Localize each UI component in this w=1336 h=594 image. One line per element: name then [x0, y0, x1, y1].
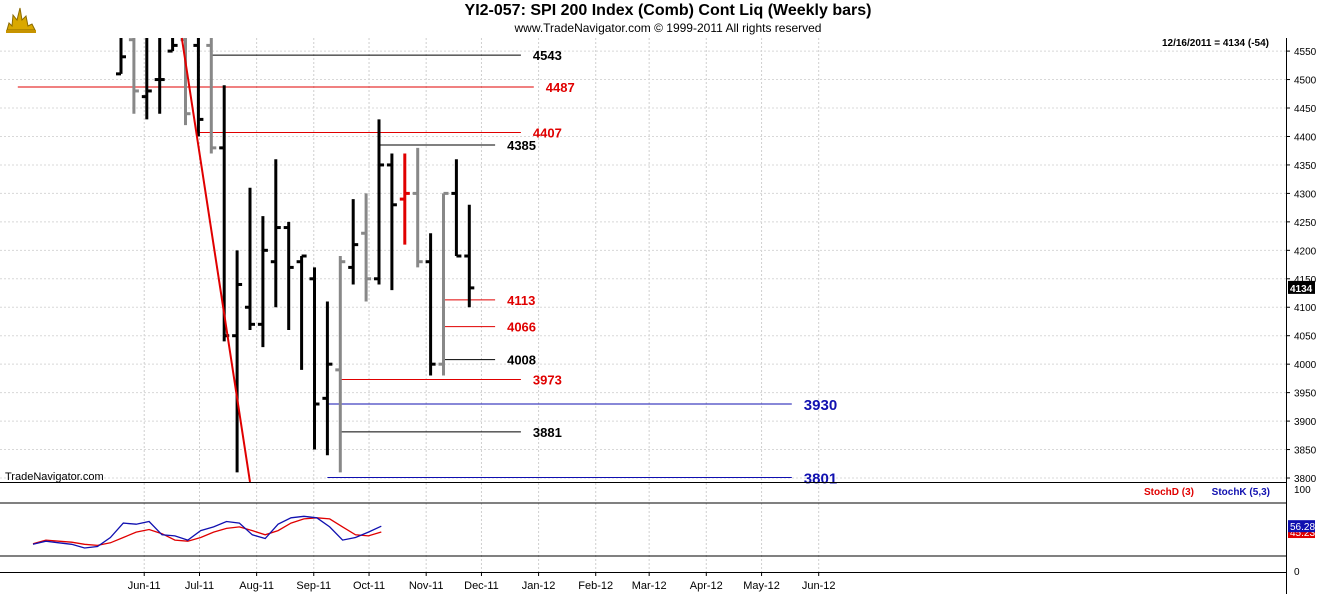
level-label-4008: 4008	[507, 353, 536, 368]
price-grid	[0, 38, 1286, 482]
x-tick-label: Sep-11	[296, 580, 331, 592]
level-label-3973: 3973	[533, 373, 562, 388]
level-label-4487: 4487	[546, 80, 575, 95]
level-label-3881: 3881	[533, 425, 562, 440]
x-axis: Jun-11 Jul-11 Aug-11 Sep-11 Oct-11 Nov-11 Dec-…	[128, 572, 836, 592]
level-label-4066: 4066	[507, 320, 536, 335]
x-tick-label: Feb-12	[578, 580, 613, 592]
level-label-4543: 4543	[533, 48, 562, 63]
y-tick-label: 3800	[1294, 474, 1317, 485]
stochd-legend: StochD (3)	[1144, 487, 1194, 498]
x-tick-label: Oct-11	[353, 580, 385, 592]
y-tick-label: 4450	[1294, 104, 1317, 115]
stoch-value-label-1: 56.28	[1290, 522, 1315, 533]
x-tick-label: Aug-11	[239, 580, 274, 592]
y-tick-label: 3850	[1294, 446, 1317, 457]
chart-header: YI2-057: SPI 200 Index (Comb) Cont Liq (…	[0, 0, 1336, 38]
last-price-box	[1288, 280, 1315, 294]
y-tick-label: 4550	[1294, 47, 1317, 58]
y-tick-label: 3950	[1294, 389, 1317, 400]
stochk-legend: StochK (5,3)	[1212, 487, 1270, 498]
stoch-line-0	[32, 517, 382, 547]
x-tick-label: Jan-12	[522, 580, 556, 592]
level-label-4113: 4113	[507, 293, 535, 308]
chart-title: YI2-057: SPI 200 Index (Comb) Cont Liq (…	[464, 2, 872, 19]
x-tick-label: Jun-12	[802, 580, 836, 592]
stoch-tick-label: 100	[1294, 485, 1311, 496]
last-value-readout: 12/16/2011 = 4134 (-54)	[1162, 38, 1269, 49]
y-tick-label: 4300	[1294, 189, 1317, 200]
y-tick-label: 3900	[1294, 417, 1317, 428]
x-tick-label: Jul-11	[185, 580, 214, 592]
stoch-value-label-0: 45.23	[1290, 528, 1315, 539]
stoch-value-box-1	[1288, 520, 1315, 533]
trendline	[180, 37, 251, 483]
stoch-tick-label: 0	[1294, 567, 1300, 578]
x-tick-label: Nov-11	[409, 580, 444, 592]
last-price-label: 4134	[1290, 284, 1313, 295]
level-label-4385: 4385	[507, 138, 536, 153]
x-tick-label: Dec-11	[464, 580, 499, 592]
trade-navigator-logo	[6, 7, 36, 33]
y-tick-label: 4100	[1294, 303, 1317, 314]
stochastic-grid	[143, 483, 820, 572]
y-tick-label: 4050	[1294, 332, 1317, 343]
y-tick-label: 4000	[1294, 360, 1317, 371]
y-tick-label: 4200	[1294, 246, 1317, 257]
y-tick-label: 4150	[1294, 275, 1317, 286]
x-tick-label: May-12	[743, 580, 780, 592]
watermark: TradeNavigator.com	[5, 471, 104, 483]
y-tick-label: 4400	[1294, 132, 1317, 143]
y-tick-label: 4350	[1294, 161, 1317, 172]
x-tick-label: Apr-12	[690, 580, 723, 592]
level-label-3930: 3930	[804, 397, 837, 414]
stoch-line-1	[32, 515, 382, 549]
level-label-4407: 4407	[533, 125, 562, 140]
ohlc-bars	[116, 38, 475, 473]
x-tick-label: Mar-12	[632, 580, 667, 592]
y-tick-label: 4250	[1294, 218, 1317, 229]
level-label-3801: 3801	[804, 470, 837, 487]
downtrend-line	[180, 37, 251, 483]
y-tick-label: 4500	[1294, 76, 1317, 87]
chart-subtitle: www.TradeNavigator.com © 1999-2011 All r…	[514, 21, 822, 35]
price-y-axis: 3800 3850 3900 3950 4000 4050 4100 4150 4200 4250…	[1286, 47, 1317, 485]
x-tick-label: Jun-11	[128, 580, 161, 592]
